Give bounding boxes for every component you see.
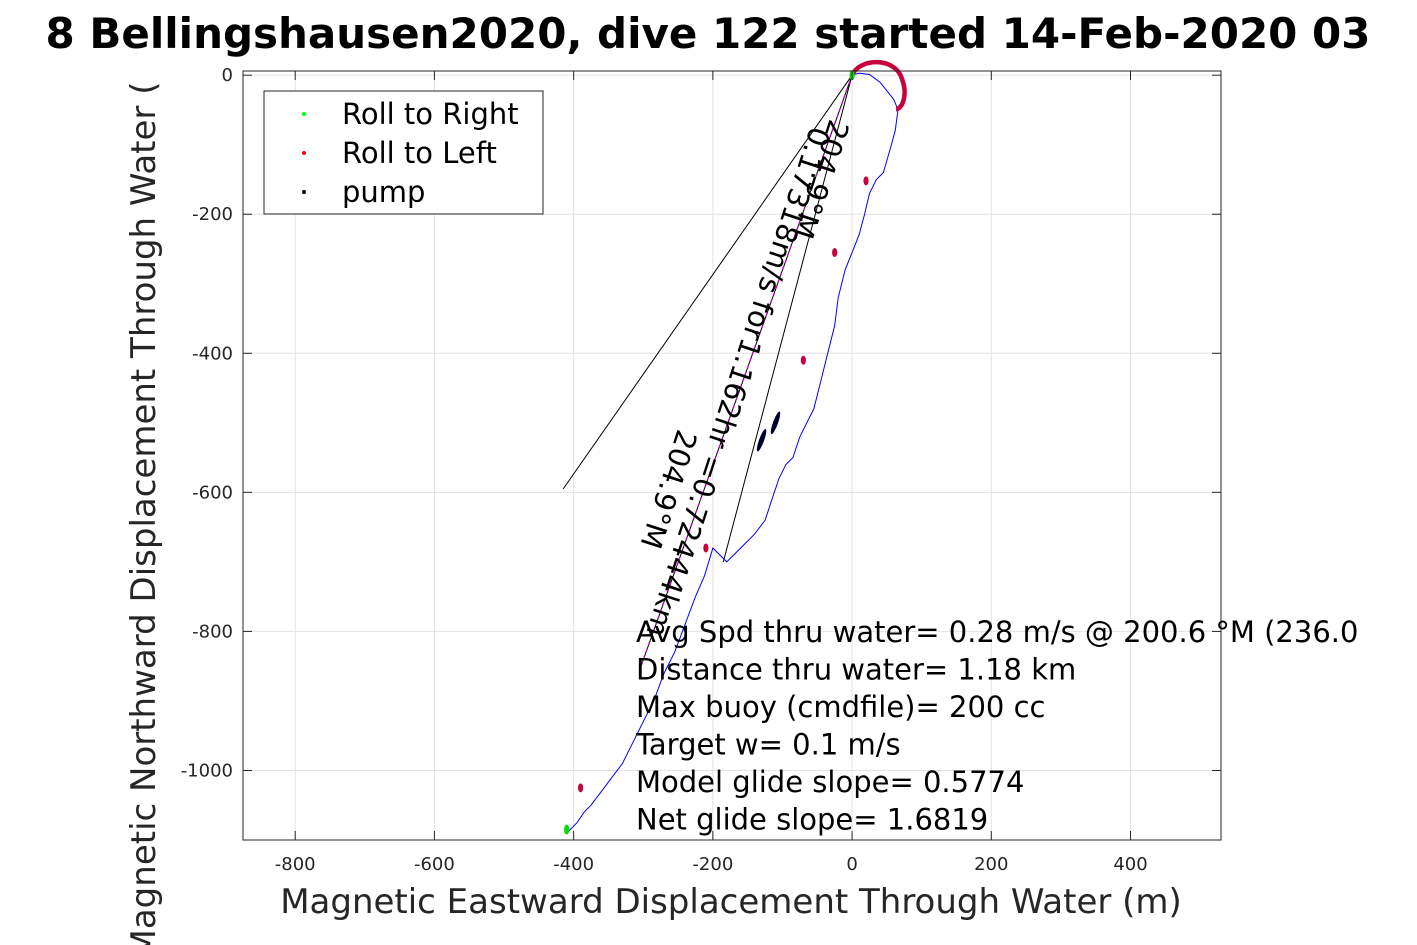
ticks-layer: -800 -600 -400 -200 0 200 400 0 -200 -400 -600 -800…	[181, 65, 1221, 875]
x-tick-label: -400	[553, 854, 594, 875]
heading-dotted-line	[639, 74, 853, 670]
y-tick-label: -400	[192, 343, 233, 364]
pump-point	[770, 411, 781, 435]
annotations-layer: 0.17318m/s for1.162hr =0.72444km204.9°M2…	[633, 116, 855, 641]
grid-lines	[243, 71, 1221, 840]
legend-box	[263, 90, 544, 215]
markers-layer	[564, 70, 869, 835]
legend-marker	[302, 112, 306, 116]
legend: Roll to Right Roll to Left pump	[263, 90, 544, 215]
x-tick-label: -600	[414, 854, 455, 875]
pump-point	[756, 428, 767, 452]
y-tick-label: -1000	[181, 760, 233, 781]
y-tick-label: 0	[222, 65, 233, 86]
stats-line: Model glide slope= 0.5774	[636, 765, 1024, 799]
stats-line: Max buoy (cmdfile)= 200 cc	[636, 690, 1045, 724]
series-layer	[562, 59, 907, 834]
roll-left-point	[703, 543, 709, 553]
plot-frame	[242, 70, 1222, 841]
roll-left-point	[800, 355, 806, 365]
y-tick-label: -800	[192, 621, 233, 642]
stats-line: Target w= 0.1 m/s	[635, 728, 901, 762]
legend-entry-label: Roll to Left	[342, 136, 497, 170]
y-tick-label: -600	[192, 482, 233, 503]
legend-entry-label: pump	[342, 175, 425, 209]
x-tick-label: 400	[1113, 854, 1147, 875]
chart-title: 8 Bellingshausen2020, dive 122 started 1…	[46, 9, 1371, 58]
legend-marker	[302, 190, 306, 194]
reference-line	[562, 74, 853, 490]
y-tick-label: -200	[192, 204, 233, 225]
track-series-line	[566, 72, 899, 834]
y-axis-label: Magnetic Northward Displacement Through …	[124, 82, 164, 945]
reference-line	[722, 75, 853, 563]
x-tick-label: -200	[692, 854, 733, 875]
stats-line: Net glide slope= 1.6819	[636, 803, 988, 837]
x-tick-label: 200	[974, 854, 1008, 875]
turn-loop	[850, 59, 907, 112]
roll-left-point	[863, 176, 869, 186]
roll-left-point	[832, 247, 838, 257]
roll-right-point	[564, 824, 570, 835]
x-tick-label: 0	[846, 854, 857, 875]
x-axis-label: Magnetic Eastward Displacement Through W…	[280, 882, 1182, 922]
roll-left-point	[578, 783, 584, 793]
stats-line: Avg Spd thru water= 0.28 m/s @ 200.6 °M …	[636, 615, 1358, 649]
stats-text-block: Avg Spd thru water= 0.28 m/s @ 200.6 °M …	[635, 615, 1358, 837]
x-tick-label: -800	[275, 854, 316, 875]
legend-marker	[302, 151, 306, 155]
stats-line: Distance thru water= 1.18 km	[636, 653, 1076, 687]
legend-entry-label: Roll to Right	[342, 97, 519, 131]
